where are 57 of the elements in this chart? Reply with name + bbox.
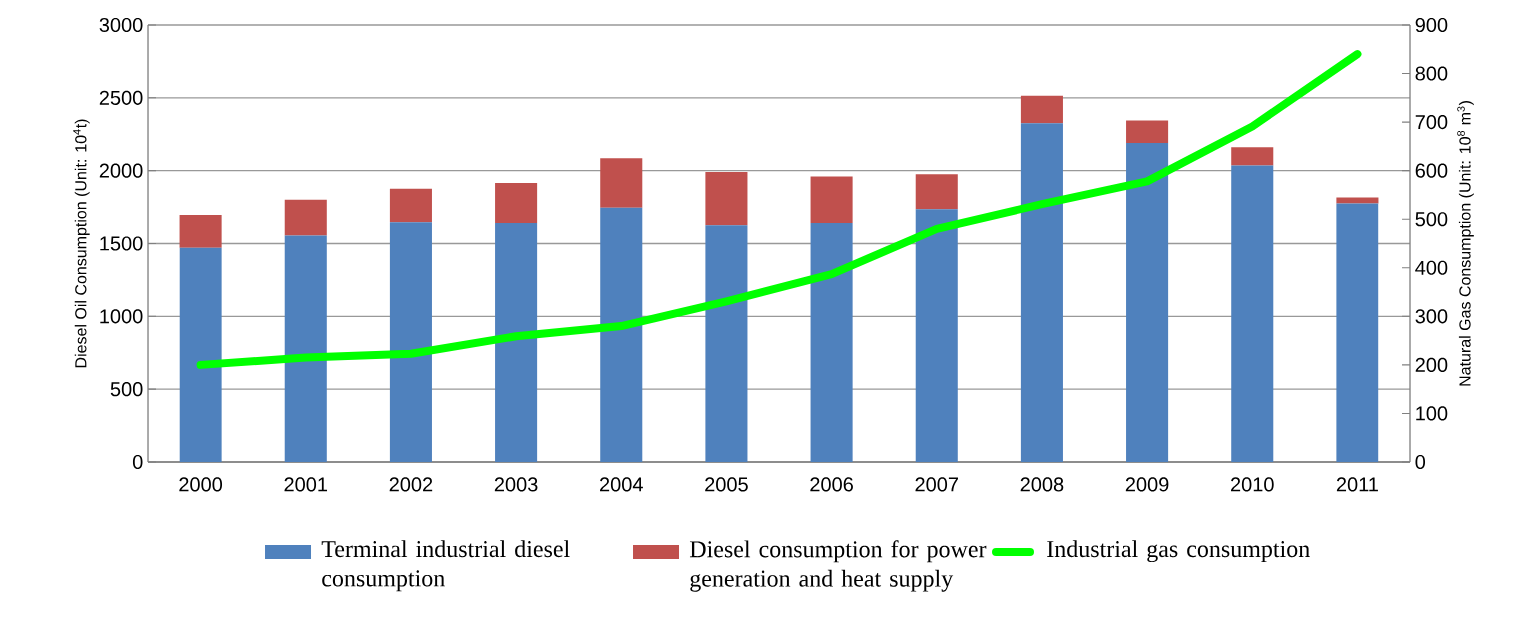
bar bbox=[179, 215, 222, 248]
bar bbox=[810, 223, 853, 462]
y2-tick-label: 800 bbox=[1415, 66, 1448, 81]
bar bbox=[389, 188, 432, 223]
y-tick-label: 2000 bbox=[99, 163, 143, 178]
y2-tick-label: 900 bbox=[1415, 17, 1448, 33]
y-tick-label: 500 bbox=[110, 382, 143, 397]
bar bbox=[810, 176, 853, 224]
x-tick-label: 2003 bbox=[494, 477, 538, 492]
x-tick-label: 2008 bbox=[1020, 477, 1064, 492]
legend-label: Diesel consumption for power generation and heat supply bbox=[689, 540, 987, 592]
bar bbox=[705, 172, 748, 226]
bar bbox=[600, 207, 643, 462]
y-tick-label: 1500 bbox=[100, 236, 143, 251]
bar bbox=[179, 247, 222, 462]
x-tick-label: 2010 bbox=[1231, 477, 1274, 492]
y2-tick-label: 700 bbox=[1415, 115, 1448, 130]
legend-label: Industrial gas consumption bbox=[1047, 540, 1310, 563]
bar bbox=[495, 183, 538, 224]
bar bbox=[915, 209, 958, 462]
y2-tick-label: 300 bbox=[1415, 309, 1448, 324]
bar bbox=[600, 158, 643, 208]
y2-tick-label: 600 bbox=[1415, 163, 1448, 178]
x-tick-label: 2005 bbox=[705, 477, 748, 492]
y2-tick-label: 500 bbox=[1415, 212, 1448, 227]
bar bbox=[1231, 147, 1274, 166]
bar bbox=[1126, 120, 1169, 143]
x-tick-label: 2001 bbox=[284, 477, 328, 492]
bar bbox=[284, 199, 327, 236]
y-tick-label: 3000 bbox=[99, 17, 143, 33]
x-tick-label: 2000 bbox=[179, 477, 223, 492]
x-tick-label: 2002 bbox=[389, 477, 433, 492]
x-tick-label: 2007 bbox=[915, 477, 958, 492]
bar bbox=[1336, 203, 1379, 462]
y-tick-label: 1000 bbox=[100, 309, 143, 324]
y2-tick-label: 400 bbox=[1415, 260, 1448, 275]
x-tick-label: 2006 bbox=[810, 477, 853, 492]
bar bbox=[1020, 95, 1063, 124]
y2-tick-label: 100 bbox=[1416, 406, 1448, 421]
y2-axis-title: Natural Gas Consumption (Unit: 10$^{8}$ m$^{3}$) bbox=[1457, 101, 1474, 386]
y-tick-label: 2500 bbox=[99, 90, 143, 105]
bar bbox=[1126, 142, 1169, 462]
bar bbox=[284, 235, 327, 462]
x-tick-label: 2011 bbox=[1336, 477, 1378, 492]
legend-label: Terminal industrial diesel consumption bbox=[321, 540, 570, 592]
bar bbox=[1231, 165, 1274, 462]
y-tick-label: 0 bbox=[132, 454, 143, 470]
bar bbox=[915, 174, 958, 210]
bar bbox=[1020, 123, 1063, 462]
bar bbox=[705, 225, 748, 462]
x-tick-label: 2009 bbox=[1125, 477, 1169, 492]
x-tick-label: 2004 bbox=[600, 477, 643, 492]
y2-tick-label: 0 bbox=[1415, 454, 1426, 470]
bar bbox=[495, 223, 538, 462]
y2-tick-label: 200 bbox=[1415, 357, 1448, 372]
bar bbox=[389, 222, 432, 462]
y-axis-title: Diesel Oil Consumption (Unit: 10$^{4}$t) bbox=[73, 119, 90, 368]
